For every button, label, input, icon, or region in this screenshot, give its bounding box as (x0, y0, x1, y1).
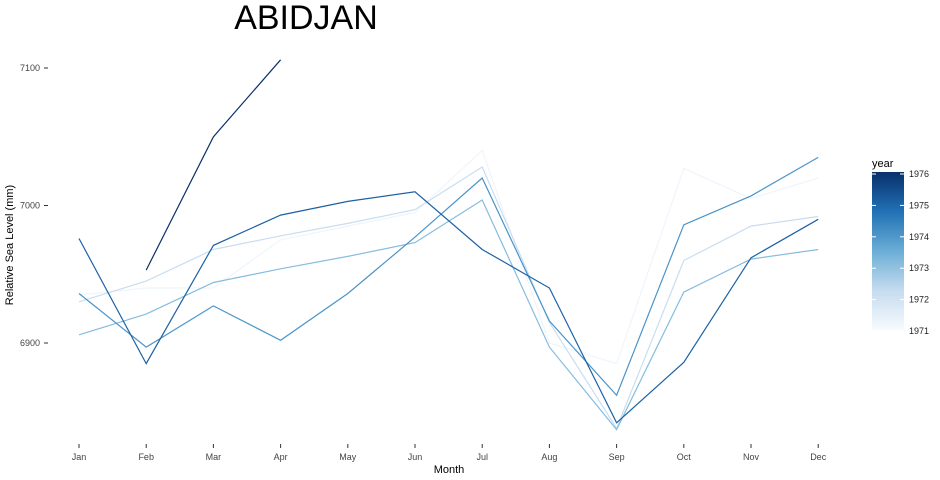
series-line-1976 (145, 59, 282, 271)
legend-tick-label: 1976 (909, 169, 929, 179)
y-tick-label: 7000 (20, 201, 40, 211)
x-tick-label: Sep (609, 452, 625, 462)
x-tick-label: Mar (206, 452, 222, 462)
legend-tick-label: 1971 (909, 326, 929, 336)
x-axis-title: Month (434, 464, 465, 476)
y-axis-title: Relative Sea Level (mm) (4, 185, 16, 305)
x-tick-label: Apr (274, 452, 288, 462)
x-tick-label: Feb (138, 452, 154, 462)
year-legend: year 1971 1972 1973 1974 1975 1976 (872, 158, 929, 336)
legend-title: year (872, 158, 894, 170)
series-line-1973 (78, 199, 819, 431)
x-axis: Jan Feb Mar Apr May Jun Jul Aug Sep Oct Nov Dec (72, 444, 827, 462)
series-line-1972 (78, 166, 819, 430)
legend-ticks: 1971 1972 1973 1974 1975 1976 (872, 169, 929, 336)
legend-tick-label: 1973 (909, 263, 929, 273)
x-tick-label: Jun (408, 452, 423, 462)
series-lines (78, 59, 819, 431)
series-line-1975 (78, 191, 819, 424)
y-axis: 6900 7000 7100 (20, 63, 48, 348)
x-tick-label: Jan (72, 452, 87, 462)
x-tick-label: May (339, 452, 357, 462)
x-tick-label: Aug (541, 452, 557, 462)
legend-tick-label: 1975 (909, 200, 929, 210)
legend-tick-label: 1974 (909, 232, 929, 242)
legend-tick-label: 1972 (909, 295, 929, 305)
legend-colorbar (872, 172, 904, 330)
x-tick-label: Oct (677, 452, 692, 462)
y-tick-label: 6900 (20, 338, 40, 348)
y-tick-label: 7100 (20, 63, 40, 73)
x-tick-label: Dec (810, 452, 827, 462)
series-line-1974 (78, 156, 819, 397)
x-tick-label: Jul (476, 452, 488, 462)
x-tick-label: Nov (743, 452, 760, 462)
chart-title: ABIDJAN (234, 0, 378, 37)
